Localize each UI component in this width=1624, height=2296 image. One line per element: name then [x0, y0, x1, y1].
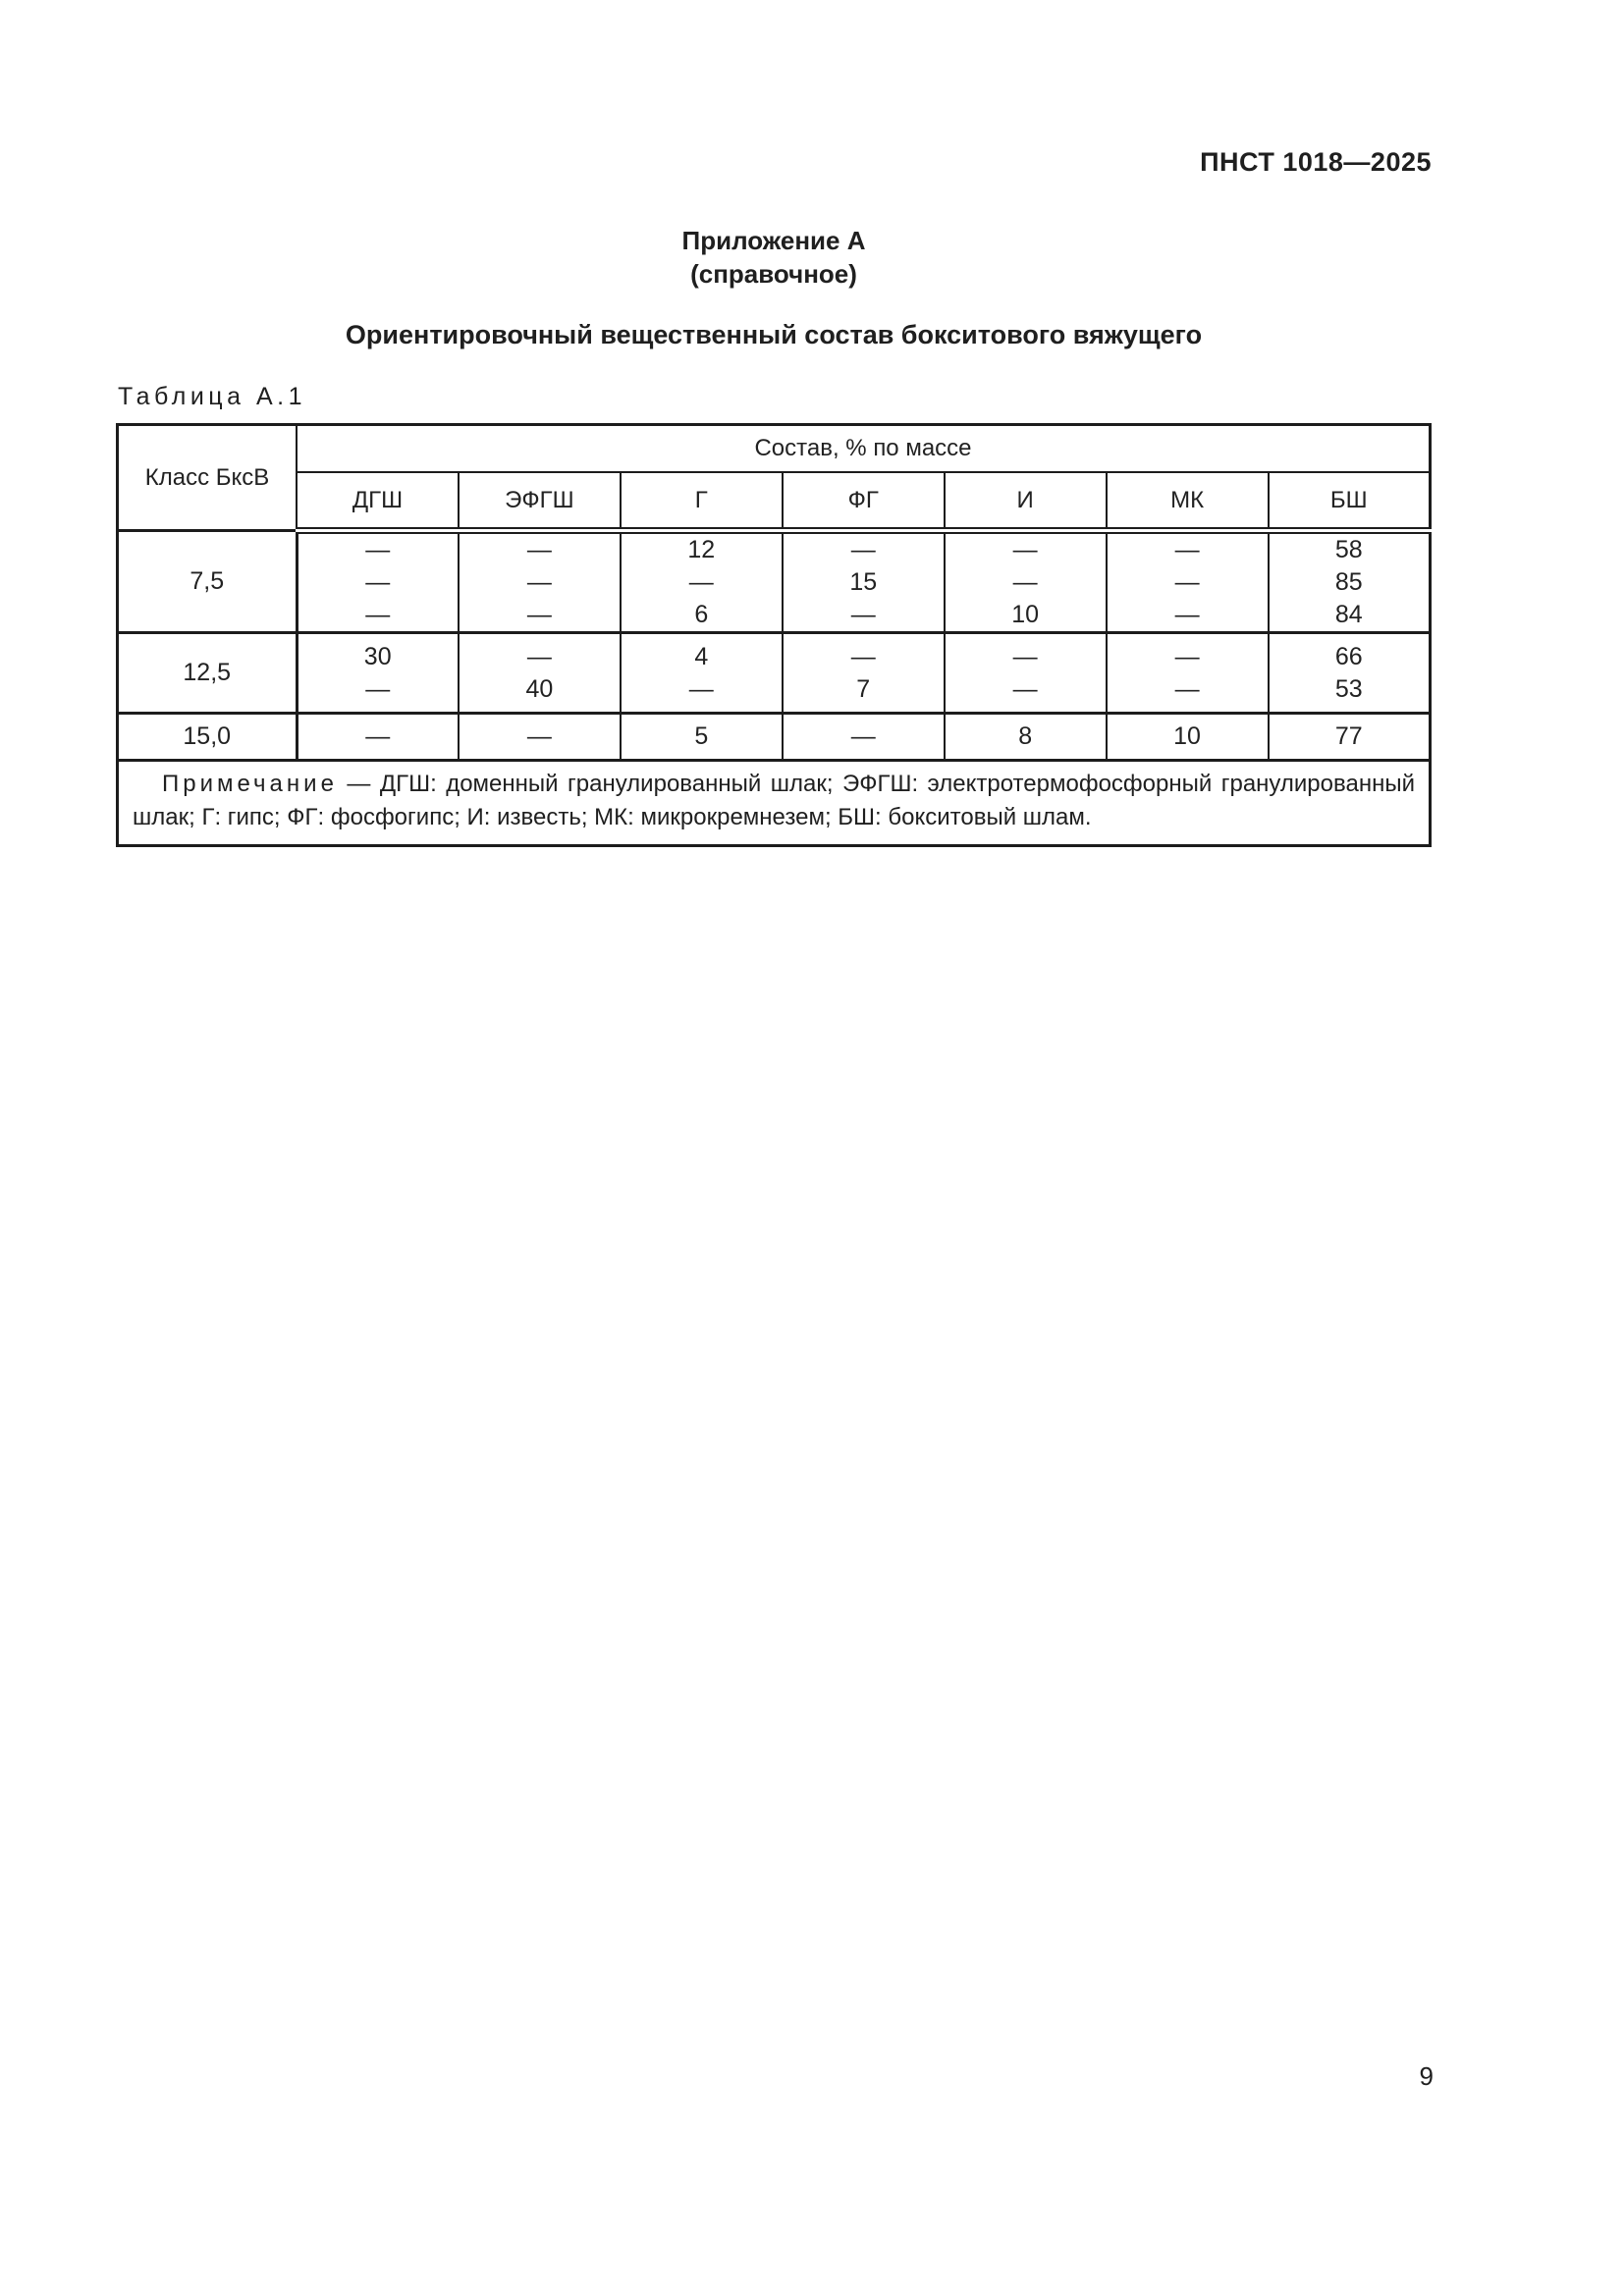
appendix-subtitle: (справочное): [690, 259, 857, 289]
main-title: Ориентировочный вещественный состав бокс…: [345, 320, 1203, 349]
value-line: 6: [694, 601, 709, 628]
column-header-2: ЭФГШ: [457, 471, 622, 534]
value-line: —: [1174, 568, 1200, 596]
value-cell: 58 85 84: [1267, 529, 1432, 634]
appendix-title: Приложение А: [681, 226, 866, 255]
value-line: 8: [1018, 722, 1033, 750]
value-line: —: [850, 722, 876, 750]
doc-code-header: ПНСТ 1018—2025: [1200, 147, 1432, 177]
value-line: —: [1174, 642, 1200, 670]
note-text: — ДГШ: доменный гранулированный шлак; ЭФ…: [133, 771, 1415, 830]
value-cell: — 15 —: [781, 529, 946, 634]
value-cell: — — —: [296, 529, 460, 634]
table-row: 15,0 — — 5 — 8 10 77: [116, 712, 1432, 762]
value-line: 84: [1334, 601, 1363, 628]
value-line: 15: [849, 568, 878, 596]
value-line: 10: [1011, 601, 1040, 628]
value-line: —: [850, 536, 876, 563]
value-cell: — — 10: [943, 529, 1108, 634]
class-value: 15,0: [116, 712, 298, 762]
value-line: 40: [525, 674, 554, 703]
value-line: 66: [1334, 642, 1363, 670]
table-row: 7,5 — — — — — — 12 — 6 — 15 — — — 10 — — — 58 85 84: [116, 529, 1432, 634]
table-header: Класс БксВ Состав, % по массе ДГШ ЭФГШ Г ФГ…: [116, 423, 1432, 534]
value-cell: 5: [619, 712, 784, 762]
page-number: 9: [1419, 2061, 1434, 2091]
table-row: 12,5 30— —40 4— —7— — — —66 53: [116, 631, 1432, 715]
class-value: 12,5: [116, 631, 298, 715]
value-line: —: [1012, 642, 1038, 670]
value-line: —: [1174, 601, 1200, 628]
value-line: —: [365, 722, 391, 750]
value-cell: — 40: [457, 631, 622, 715]
value-cell: —: [781, 712, 946, 762]
value-line: —: [526, 642, 552, 670]
value-line: 4: [694, 642, 709, 670]
column-header-4: ФГ: [781, 471, 946, 534]
composition-table: Класс БксВ Состав, % по массе ДГШ ЭФГШ Г ФГ…: [116, 423, 1432, 847]
table-body: 7,5— — — — — —12—6—15— — —10— — —58 85 84 12,5 30— —40…: [116, 529, 1432, 762]
value-line: —: [1012, 674, 1038, 703]
column-header-class: Класс БксВ: [116, 423, 298, 532]
value-line: —: [850, 601, 876, 628]
value-cell: 66 53: [1267, 631, 1432, 715]
value-line: —: [526, 601, 552, 628]
value-cell: 4—: [619, 631, 784, 715]
value-line: 77: [1334, 722, 1363, 750]
value-cell: —7: [781, 631, 946, 715]
column-header-3: Г: [619, 471, 784, 534]
value-line: 12: [687, 536, 716, 563]
value-line: —: [526, 722, 552, 750]
value-line: 7: [856, 674, 871, 703]
value-cell: — —: [943, 631, 1108, 715]
value-cell: 30 —: [296, 631, 460, 715]
value-line: —: [526, 568, 552, 596]
column-header-5: И: [943, 471, 1108, 534]
column-header-1: ДГШ: [296, 471, 460, 534]
column-header-7: БШ: [1267, 471, 1432, 534]
value-line: —: [365, 674, 391, 703]
value-line: —: [688, 568, 714, 596]
class-value: 7,5: [116, 529, 298, 634]
value-cell: 12 — 6: [619, 529, 784, 634]
value-line: —: [1174, 536, 1200, 563]
value-line: 85: [1334, 568, 1363, 596]
value-line: 10: [1173, 722, 1201, 750]
value-line: —: [850, 642, 876, 670]
value-line: —: [526, 536, 552, 563]
value-line: 5: [694, 722, 709, 750]
column-header-6: МК: [1105, 471, 1270, 534]
table-note: Примечание — ДГШ: доменный гранулированн…: [116, 759, 1432, 847]
value-line: —: [365, 568, 391, 596]
value-cell: — — —: [1105, 529, 1270, 634]
table-label: Таблица А.1: [118, 383, 306, 410]
value-line: —: [1174, 674, 1200, 703]
note-label: Примечание: [162, 771, 338, 797]
headings-block: Приложение А (справочное) Ориентировочны…: [116, 224, 1432, 350]
value-cell: —: [296, 712, 460, 762]
value-line: —: [1012, 568, 1038, 596]
value-line: 30: [363, 642, 392, 670]
note-row: Примечание — ДГШ: доменный гранулированн…: [116, 759, 1432, 847]
value-line: —: [1012, 536, 1038, 563]
value-cell: — —: [1105, 631, 1270, 715]
value-line: —: [365, 601, 391, 628]
value-line: —: [688, 674, 714, 703]
value-cell: 8: [943, 712, 1108, 762]
column-group-header: Состав, % по массе: [296, 423, 1432, 473]
value-line: 58: [1334, 536, 1363, 563]
value-line: —: [365, 536, 391, 563]
table-footer: Примечание — ДГШ: доменный гранулированн…: [116, 759, 1432, 847]
value-cell: 77: [1267, 712, 1432, 762]
value-line: 53: [1334, 674, 1363, 703]
subheader-row: ДГШ ЭФГШ Г ФГ И МК БШ: [118, 471, 1432, 534]
value-cell: — — —: [457, 529, 622, 634]
value-cell: —: [457, 712, 622, 762]
value-cell: 10: [1105, 712, 1270, 762]
